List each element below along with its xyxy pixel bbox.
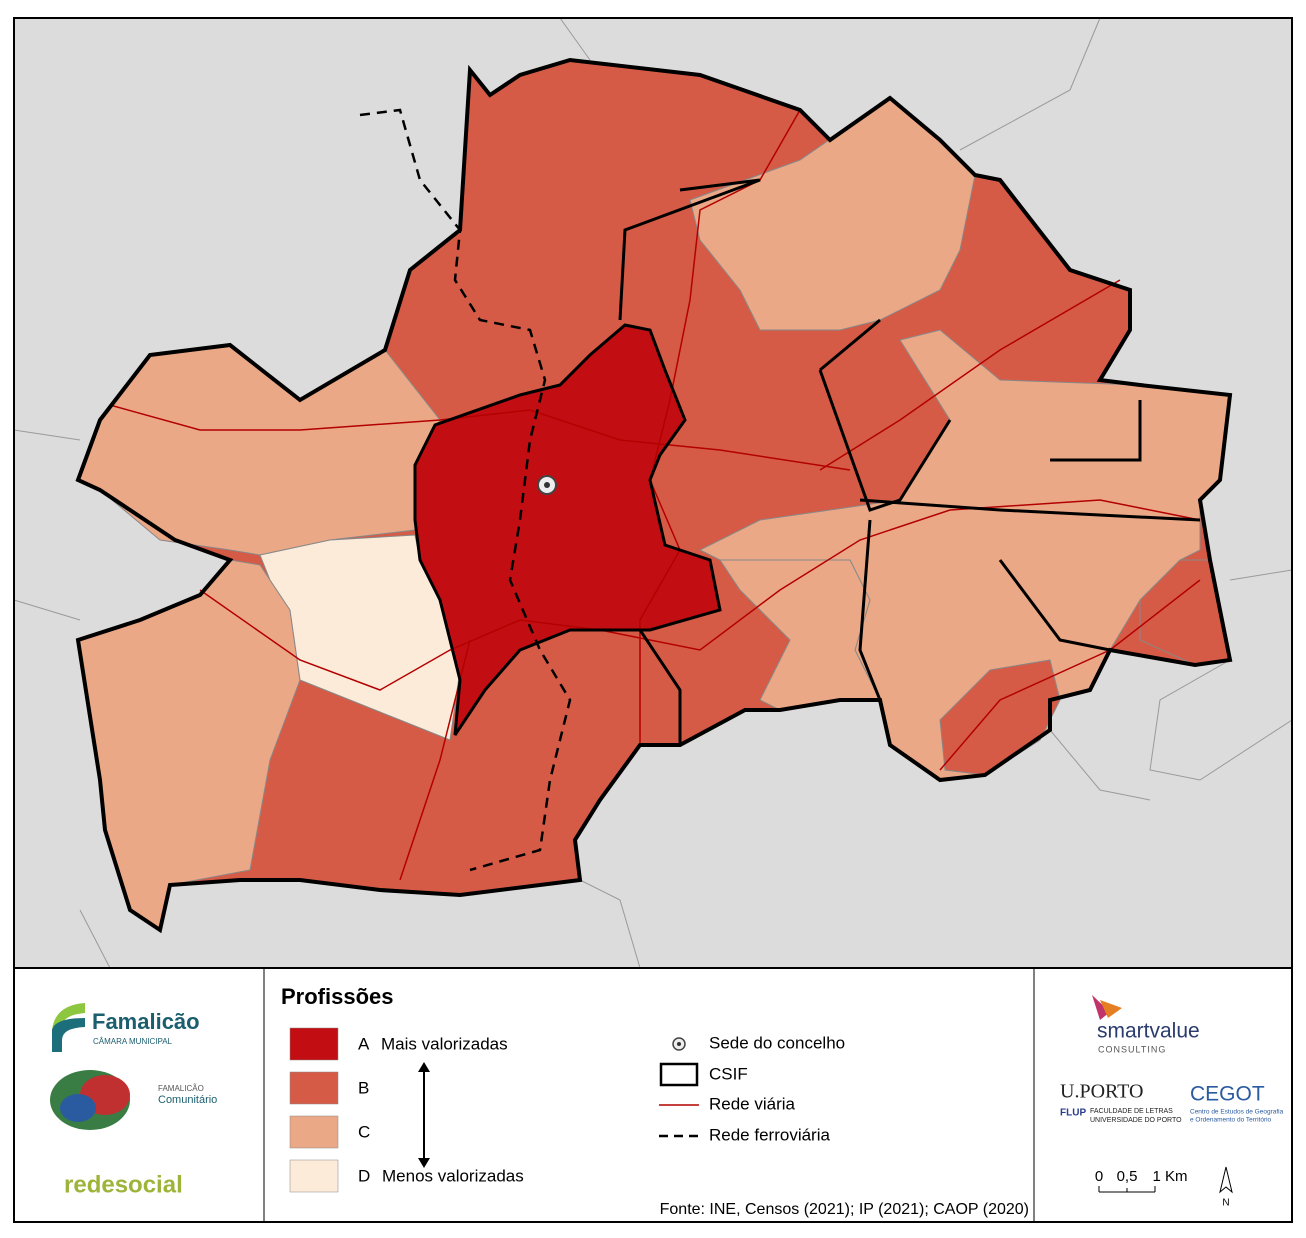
- csif-boundaries: [413, 178, 1201, 745]
- scale-label: 0,5: [1117, 1168, 1138, 1185]
- legend-label: Rede ferroviária: [709, 1125, 830, 1144]
- railway: [359, 108, 572, 872]
- logo-shape: [52, 1018, 85, 1052]
- legend-label: Sede do concelho: [709, 1033, 845, 1052]
- logo-text: CÂMARA MUNICIPAL: [93, 1037, 173, 1046]
- legend-swatch: [289, 1115, 339, 1149]
- logo-text: CEGOT: [1190, 1083, 1265, 1106]
- logo-text: FLUP: [1060, 1108, 1086, 1119]
- class-d-area: [259, 534, 461, 741]
- logo-text: Centro de Estudos de Geografia: [1190, 1109, 1284, 1116]
- logo-text: UNIVERSIDADE DO PORTO: [1090, 1117, 1182, 1124]
- source: Fonte: INE, Censos (2021); IP (2021); CA…: [660, 1201, 1029, 1218]
- logo-text: CONSULTING: [1098, 1044, 1166, 1054]
- north-label: N: [1222, 1198, 1229, 1209]
- legend-swatch: [289, 1027, 339, 1061]
- legend-class-letter: C: [358, 1122, 370, 1141]
- logo-text: smartvalue: [1097, 1020, 1200, 1043]
- logo-shape: [1092, 995, 1110, 1020]
- legend-csif-symbol: [659, 1062, 699, 1087]
- logo-text: Comunitário: [158, 1094, 217, 1106]
- legend-title: Profissões: [281, 984, 394, 1009]
- legend-class-label: Mais valorizadas: [381, 1034, 508, 1053]
- frame: [13, 17, 1293, 1223]
- csif-outline: [75, 57, 1233, 934]
- seat-marker-dot: [544, 482, 550, 488]
- scale-label: 0: [1095, 1168, 1103, 1185]
- logo-shape: [60, 1094, 96, 1122]
- legend-seat-symbol: [677, 1042, 681, 1046]
- legend-label: CSIF: [709, 1064, 748, 1083]
- logo-text: Famalicão: [92, 1009, 200, 1034]
- logo-text: FAMALICÃO: [158, 1084, 204, 1093]
- neighbor-boundaries: [13, 17, 1293, 969]
- legend-swatch: [289, 1071, 339, 1105]
- legend-class-letter: A: [358, 1034, 370, 1053]
- north-arrow: [1219, 1166, 1233, 1194]
- legend-label: Rede viária: [709, 1094, 796, 1113]
- logo-text: e Ordenamento do Território: [1190, 1117, 1272, 1124]
- legend-class-label: Menos valorizadas: [382, 1166, 524, 1185]
- legend-class-letter: B: [358, 1078, 369, 1097]
- logo-shape: [1100, 1000, 1122, 1018]
- logo-text: redesocial: [64, 1171, 183, 1198]
- scale-label: 1 Km: [1152, 1168, 1187, 1185]
- logo-text: FACULDADE DE LETRAS: [1090, 1108, 1173, 1115]
- legend-class-letter: D: [358, 1166, 370, 1185]
- logo-text: U.PORTO: [1060, 1081, 1143, 1103]
- scale-bar: [1098, 1186, 1156, 1193]
- legend-swatch: [289, 1159, 339, 1193]
